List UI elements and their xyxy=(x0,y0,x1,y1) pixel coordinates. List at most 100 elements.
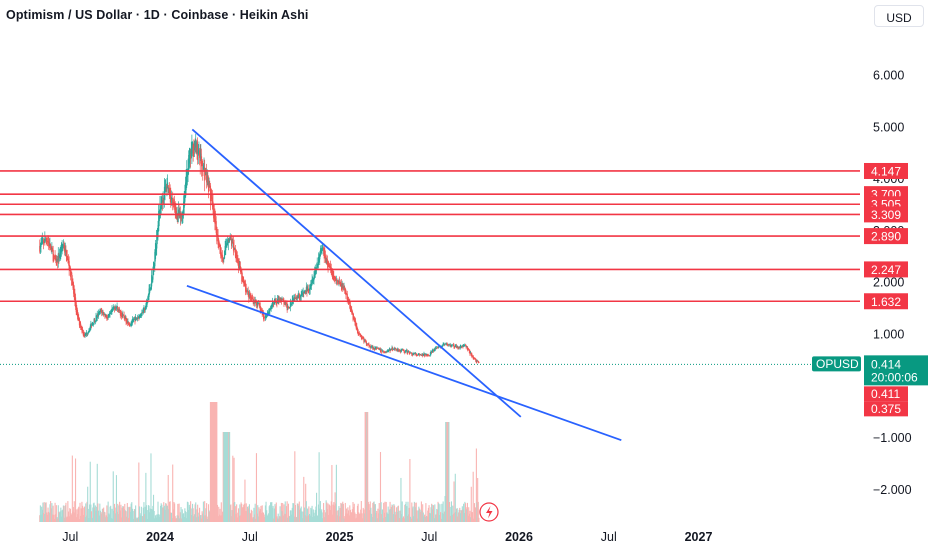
volume-bar xyxy=(59,511,61,522)
volume-bar xyxy=(326,509,328,522)
volume-bar xyxy=(401,514,403,522)
volume-bar xyxy=(388,509,390,522)
candle-body xyxy=(385,351,387,353)
candle xyxy=(128,321,130,326)
volume-bar xyxy=(260,505,262,522)
candle xyxy=(153,261,155,276)
candle-body xyxy=(124,316,127,319)
volume-bar xyxy=(42,502,44,522)
candle-body xyxy=(262,313,265,320)
candle-body xyxy=(207,177,209,178)
candle xyxy=(41,236,43,246)
volume-bar xyxy=(64,517,66,522)
volume-bar xyxy=(60,516,63,522)
volume-bar xyxy=(67,501,69,522)
candle-body xyxy=(94,321,96,323)
volume-bar xyxy=(335,503,337,522)
candle-body xyxy=(268,308,270,313)
volume-bar xyxy=(314,516,316,522)
candle xyxy=(355,322,357,330)
candle-body xyxy=(416,354,418,356)
candle-body xyxy=(296,298,298,299)
volume-bar xyxy=(127,506,129,522)
volume-bar xyxy=(421,510,423,522)
candle-body xyxy=(282,299,284,300)
volume-bar xyxy=(68,516,70,522)
candle-body xyxy=(184,182,187,198)
volume-bar xyxy=(200,518,203,522)
candle xyxy=(59,246,61,261)
candle-body xyxy=(360,334,362,336)
candle xyxy=(44,231,46,244)
candle-body xyxy=(219,244,221,254)
candle xyxy=(385,351,387,354)
candle xyxy=(471,352,473,359)
candle xyxy=(91,323,93,329)
candle xyxy=(463,344,465,347)
volume-bar xyxy=(392,505,394,522)
candle-body xyxy=(323,248,325,251)
volume-bar xyxy=(409,516,412,522)
candle xyxy=(269,308,271,315)
candle xyxy=(452,342,454,347)
candle xyxy=(167,185,169,195)
candle-body xyxy=(317,257,320,265)
candle-body xyxy=(208,177,210,192)
candle-body xyxy=(95,315,97,322)
candle xyxy=(218,241,220,248)
candle-body xyxy=(213,204,215,219)
volume-bar xyxy=(394,505,396,522)
candle-body xyxy=(325,258,327,259)
candle xyxy=(232,236,234,244)
candle-body xyxy=(353,317,355,321)
volume-bar xyxy=(72,511,74,522)
volume-bar xyxy=(352,502,354,522)
volume-bar xyxy=(113,510,115,522)
candle xyxy=(422,353,424,358)
volume-bar xyxy=(390,509,392,522)
candle-body xyxy=(427,355,429,357)
candle-body xyxy=(223,250,226,259)
candle xyxy=(455,344,457,348)
candle xyxy=(260,306,262,312)
candle-body xyxy=(387,350,389,352)
candle-body xyxy=(425,354,427,357)
candle-body xyxy=(167,182,169,188)
currency-button[interactable]: USD xyxy=(874,5,924,27)
candle xyxy=(335,275,337,285)
candle xyxy=(300,291,302,301)
volume-bar xyxy=(119,510,121,522)
candle xyxy=(410,352,412,354)
volume-bar xyxy=(363,513,366,522)
volume-bar xyxy=(167,505,169,522)
volume-bar xyxy=(445,422,447,522)
volume-bar xyxy=(180,507,182,522)
volume-bar xyxy=(272,505,274,522)
volume-bar xyxy=(286,501,288,522)
volume-bar xyxy=(101,508,103,522)
volume-bar xyxy=(134,509,136,522)
volume-bar xyxy=(173,502,175,522)
volume-bar xyxy=(188,510,190,522)
volume-bar xyxy=(64,505,66,522)
candle xyxy=(136,317,138,321)
candle-body xyxy=(121,313,123,317)
candle xyxy=(271,303,273,310)
candle xyxy=(399,349,401,354)
volume-bar xyxy=(220,502,222,522)
candle xyxy=(411,353,414,357)
candle xyxy=(95,312,97,323)
candle xyxy=(444,342,446,346)
candle xyxy=(140,313,142,318)
volume-bar xyxy=(79,502,81,522)
candle-body xyxy=(112,307,114,310)
candle-body xyxy=(276,301,278,304)
volume-bar xyxy=(224,432,226,522)
candle xyxy=(273,301,275,308)
volume-bar xyxy=(243,503,245,522)
volume-bar xyxy=(176,515,178,522)
candle-body xyxy=(312,280,314,282)
candle xyxy=(391,345,393,350)
lightning-event-icon[interactable] xyxy=(479,502,499,522)
